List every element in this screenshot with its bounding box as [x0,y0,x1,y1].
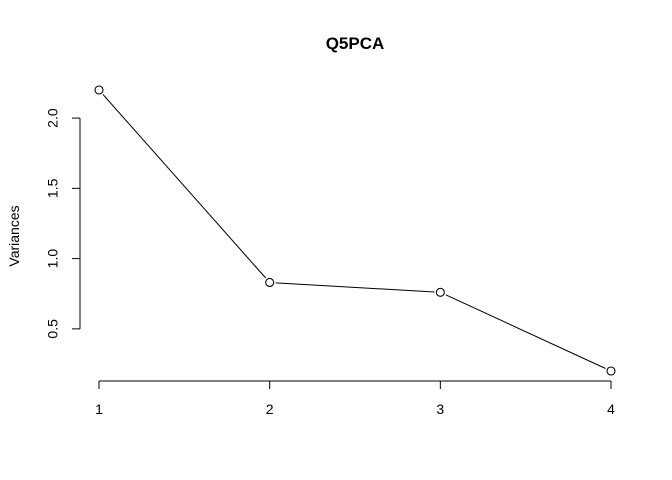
y-tick-label: 1.5 [45,178,61,198]
x-axis: 1 2 3 4 [95,380,615,417]
y-tick-label: 2.0 [45,108,61,128]
series-segment [445,294,606,369]
series-segment [102,94,267,279]
data-points [94,85,616,376]
y-axis-label: Variances [6,205,22,266]
data-point [265,277,275,288]
x-tick-label: 2 [266,401,274,417]
y-axis: 0.5 1.0 1.5 2.0 [45,108,81,339]
y-tick-label: 0.5 [45,319,61,339]
x-tick-label: 3 [436,401,444,417]
series-line [102,94,606,369]
data-point [94,85,104,95]
x-tick-label: 4 [607,401,615,417]
data-point [435,287,445,297]
series-segment [275,282,435,293]
chart-title: Q5PCA [326,34,385,53]
x-tick-label: 1 [95,401,103,417]
y-tick-label: 1.0 [45,249,61,269]
data-point [606,366,616,376]
